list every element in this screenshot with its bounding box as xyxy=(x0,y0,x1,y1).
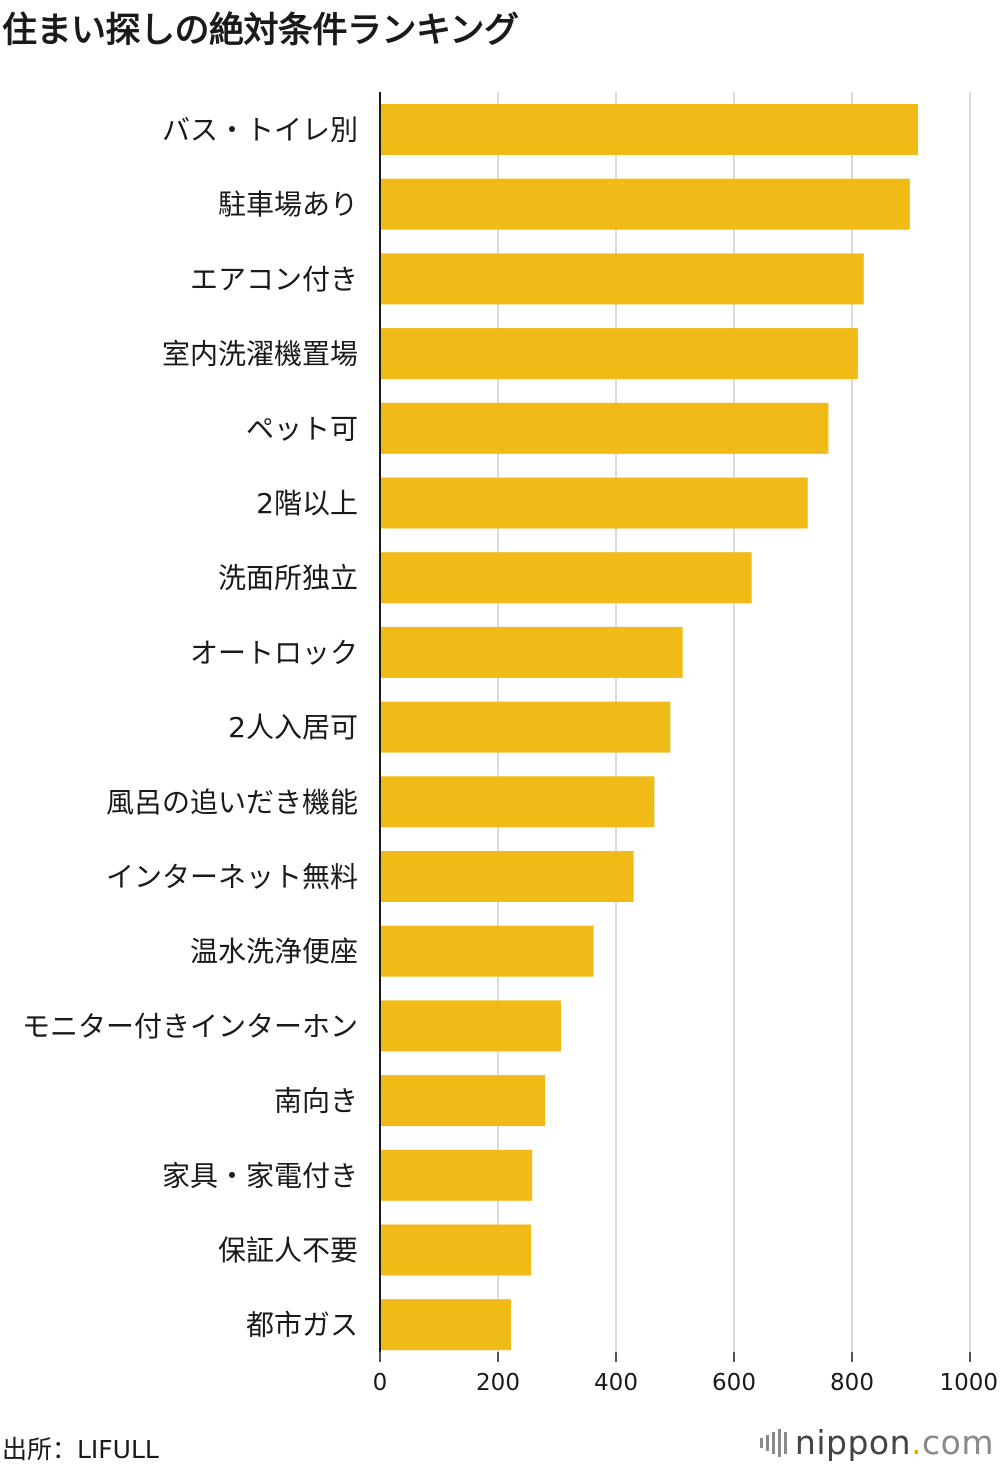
axes xyxy=(379,92,971,1362)
brand-name: nippon xyxy=(794,1423,912,1462)
category-label-7: 洗面所独立 xyxy=(218,562,358,595)
category-label-8: オートロック xyxy=(190,636,358,669)
category-label-4: 室内洗濯機置場 xyxy=(162,338,358,371)
category-label-5: ペット可 xyxy=(246,412,358,445)
category-label-3: エアコン付き xyxy=(190,263,358,296)
bar-3 xyxy=(380,253,864,305)
brand-logo: nippon. com xyxy=(759,1423,994,1462)
x-tick-label-0: 0 xyxy=(373,1370,388,1396)
category-label-15: 家具・家電付き xyxy=(162,1159,358,1192)
x-tick-label-400: 400 xyxy=(594,1370,638,1396)
tick-labels: 0 200 400 600 800 1000 xyxy=(373,1370,998,1396)
category-label-1: バス・トイレ別 xyxy=(162,114,358,147)
bar-4 xyxy=(380,328,858,380)
bar-11 xyxy=(380,851,634,902)
bar-7 xyxy=(380,552,752,604)
bar-6 xyxy=(380,477,808,529)
x-tick-label-200: 200 xyxy=(476,1370,520,1396)
category-label-6: 2階以上 xyxy=(256,487,358,520)
category-label-11: インターネット無料 xyxy=(106,861,358,894)
category-label-16: 保証人不要 xyxy=(218,1234,358,1267)
x-tick-label-1000: 1000 xyxy=(939,1370,998,1396)
x-tick-label-800: 800 xyxy=(830,1370,874,1396)
bar-15 xyxy=(380,1149,533,1201)
bar-2 xyxy=(380,178,910,230)
category-label-13: モニター付きインターホン xyxy=(22,1010,358,1043)
bar-9 xyxy=(380,701,671,753)
bar-10 xyxy=(380,776,655,828)
bar-8 xyxy=(380,626,683,678)
category-label-12: 温水洗浄便座 xyxy=(190,935,358,968)
brand-suffix: com xyxy=(922,1423,994,1462)
category-label-2: 駐車場あり xyxy=(218,188,358,221)
bar-5 xyxy=(380,402,829,454)
bar-1 xyxy=(380,104,919,155)
bar-13 xyxy=(380,1000,562,1052)
bar-14 xyxy=(380,1075,546,1127)
chart-title: 住まい探しの絶対条件ランキング xyxy=(2,11,519,51)
category-label-9: 2人入居可 xyxy=(228,711,358,744)
category-label-17: 都市ガス xyxy=(246,1309,358,1342)
bar-17 xyxy=(380,1299,511,1351)
bar-12 xyxy=(380,925,594,977)
bars xyxy=(380,104,919,1351)
brand-dot: . xyxy=(911,1423,923,1462)
category-label-14: 南向き xyxy=(274,1085,358,1118)
bar-16 xyxy=(380,1224,532,1276)
source-note: 出所：LIFULL xyxy=(2,1435,159,1464)
brand-bars-icon xyxy=(759,1428,787,1457)
category-label-10: 風呂の追いだき機能 xyxy=(106,786,358,819)
x-tick-label-600: 600 xyxy=(712,1370,756,1396)
